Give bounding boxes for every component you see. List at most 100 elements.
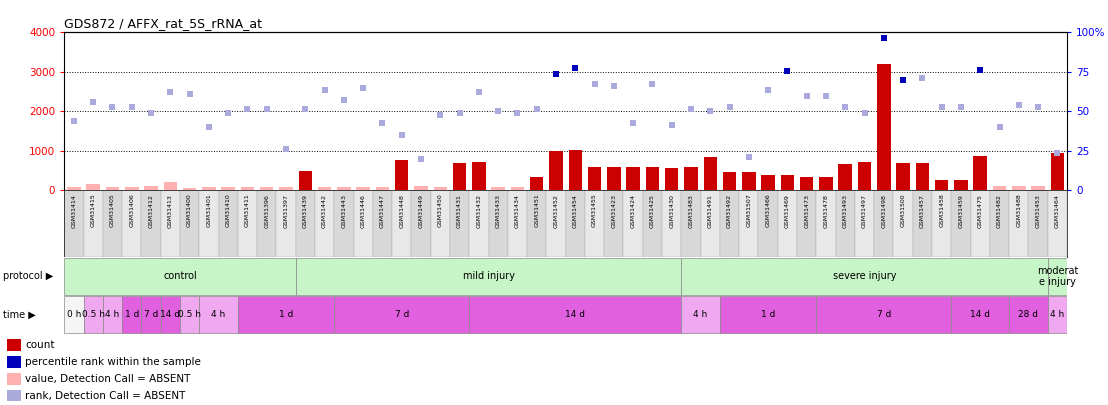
Text: mild injury: mild injury: [462, 271, 514, 281]
Bar: [489, 190, 507, 257]
Point: [566, 65, 584, 71]
Bar: [122, 190, 142, 257]
Point: [297, 106, 315, 113]
Text: GSM31507: GSM31507: [747, 194, 751, 228]
Text: 7 d: 7 d: [144, 310, 158, 320]
Bar: [376, 187, 389, 190]
Bar: [257, 190, 276, 257]
Bar: [335, 190, 353, 257]
Bar: [357, 187, 370, 190]
Point: [817, 92, 834, 99]
Bar: [878, 64, 891, 190]
Bar: [472, 162, 485, 190]
Bar: [469, 190, 489, 257]
Bar: [700, 190, 720, 257]
Text: GSM31498: GSM31498: [881, 194, 886, 228]
Bar: [588, 167, 602, 190]
Bar: [1032, 186, 1045, 190]
Bar: [817, 190, 835, 257]
Text: protocol ▶: protocol ▶: [3, 271, 53, 281]
Bar: [858, 162, 871, 190]
Bar: [315, 190, 335, 257]
Text: GSM31464: GSM31464: [1055, 194, 1060, 228]
Point: [84, 98, 102, 105]
Bar: [64, 190, 83, 257]
Point: [162, 88, 179, 95]
Bar: [800, 177, 813, 190]
Text: GSM31430: GSM31430: [669, 194, 674, 228]
Text: GSM31406: GSM31406: [130, 194, 134, 228]
Point: [431, 112, 449, 119]
Bar: [142, 190, 161, 257]
Point: [219, 110, 237, 117]
Point: [316, 86, 334, 93]
Point: [527, 106, 545, 113]
Text: 4 h: 4 h: [105, 310, 120, 320]
Bar: [1048, 258, 1067, 295]
Bar: [742, 172, 756, 190]
Bar: [993, 186, 1006, 190]
Bar: [335, 296, 469, 333]
Text: GSM31478: GSM31478: [823, 194, 829, 228]
Text: GSM31454: GSM31454: [573, 194, 577, 228]
Bar: [453, 164, 466, 190]
Text: GSM31434: GSM31434: [515, 194, 520, 228]
Bar: [183, 188, 196, 190]
Text: GSM31492: GSM31492: [727, 194, 732, 228]
Point: [509, 110, 526, 117]
Text: GSM31491: GSM31491: [708, 194, 712, 228]
Bar: [392, 190, 411, 257]
Text: severe injury: severe injury: [833, 271, 896, 281]
Text: GSM31424: GSM31424: [630, 194, 636, 228]
Bar: [7, 339, 21, 352]
Bar: [7, 390, 21, 402]
Point: [335, 96, 352, 103]
Bar: [411, 190, 431, 257]
Text: count: count: [25, 341, 54, 350]
Bar: [954, 180, 967, 190]
Bar: [260, 187, 274, 190]
Text: GSM31425: GSM31425: [650, 194, 655, 228]
Text: GSM31405: GSM31405: [110, 194, 115, 228]
Bar: [913, 190, 932, 257]
Point: [855, 110, 873, 117]
Text: moderat
e injury: moderat e injury: [1037, 266, 1078, 287]
Bar: [83, 296, 103, 333]
Bar: [720, 190, 739, 257]
Point: [875, 35, 893, 42]
Bar: [431, 190, 450, 257]
Bar: [179, 190, 199, 257]
Point: [991, 124, 1008, 130]
Point: [720, 104, 738, 111]
Point: [393, 132, 411, 139]
Bar: [952, 296, 1009, 333]
Text: GSM31397: GSM31397: [284, 194, 288, 228]
Text: GSM31475: GSM31475: [977, 194, 983, 228]
Bar: [7, 373, 21, 385]
Text: GSM31452: GSM31452: [554, 194, 558, 228]
Point: [624, 120, 642, 126]
Bar: [759, 190, 778, 257]
Point: [644, 81, 661, 87]
Point: [142, 110, 160, 117]
Bar: [835, 190, 855, 257]
Bar: [296, 190, 315, 257]
Bar: [685, 167, 698, 190]
Text: GSM31439: GSM31439: [302, 194, 308, 228]
Bar: [164, 182, 177, 190]
Point: [451, 110, 469, 117]
Bar: [450, 190, 469, 257]
Bar: [624, 190, 643, 257]
Point: [894, 77, 912, 83]
Bar: [781, 175, 794, 190]
Text: GSM31400: GSM31400: [187, 194, 192, 228]
Bar: [681, 296, 720, 333]
Point: [586, 81, 604, 87]
Bar: [819, 177, 833, 190]
Bar: [761, 175, 774, 190]
Bar: [7, 356, 21, 368]
Bar: [238, 296, 335, 333]
Text: GSM31497: GSM31497: [862, 194, 868, 228]
Bar: [915, 164, 930, 190]
Bar: [932, 190, 952, 257]
